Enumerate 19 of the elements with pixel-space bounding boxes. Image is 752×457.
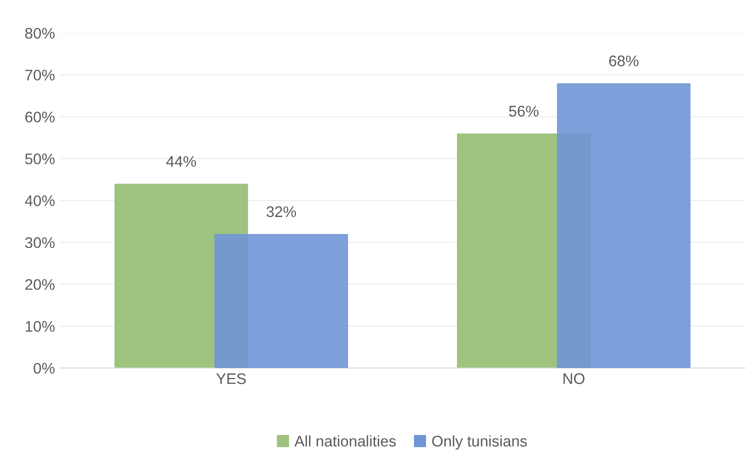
bar (214, 234, 348, 368)
data-label: 68% (609, 56, 638, 66)
y-tick-label: 30% (25, 237, 55, 248)
y-tick-label: 70% (25, 70, 55, 81)
y-tick-label: 60% (25, 112, 55, 122)
y-tick-label: 0% (34, 362, 55, 374)
y-tick-label: 20% (25, 279, 55, 290)
y-tick-label: 10% (26, 320, 55, 332)
x-tick-label: YES (216, 373, 246, 384)
legend-label: All nationalities (294, 435, 396, 447)
y-tick-label: 50% (25, 153, 55, 164)
bar (556, 83, 691, 368)
x-tick-label: NO (564, 373, 584, 384)
data-label: 56% (509, 106, 538, 117)
data-label: 32% (266, 206, 296, 218)
y-tick-label: 80% (25, 28, 55, 39)
legend-label: Only tunisians (432, 435, 527, 450)
y-tick-label: 40% (24, 195, 55, 206)
data-label: 44% (166, 156, 196, 167)
